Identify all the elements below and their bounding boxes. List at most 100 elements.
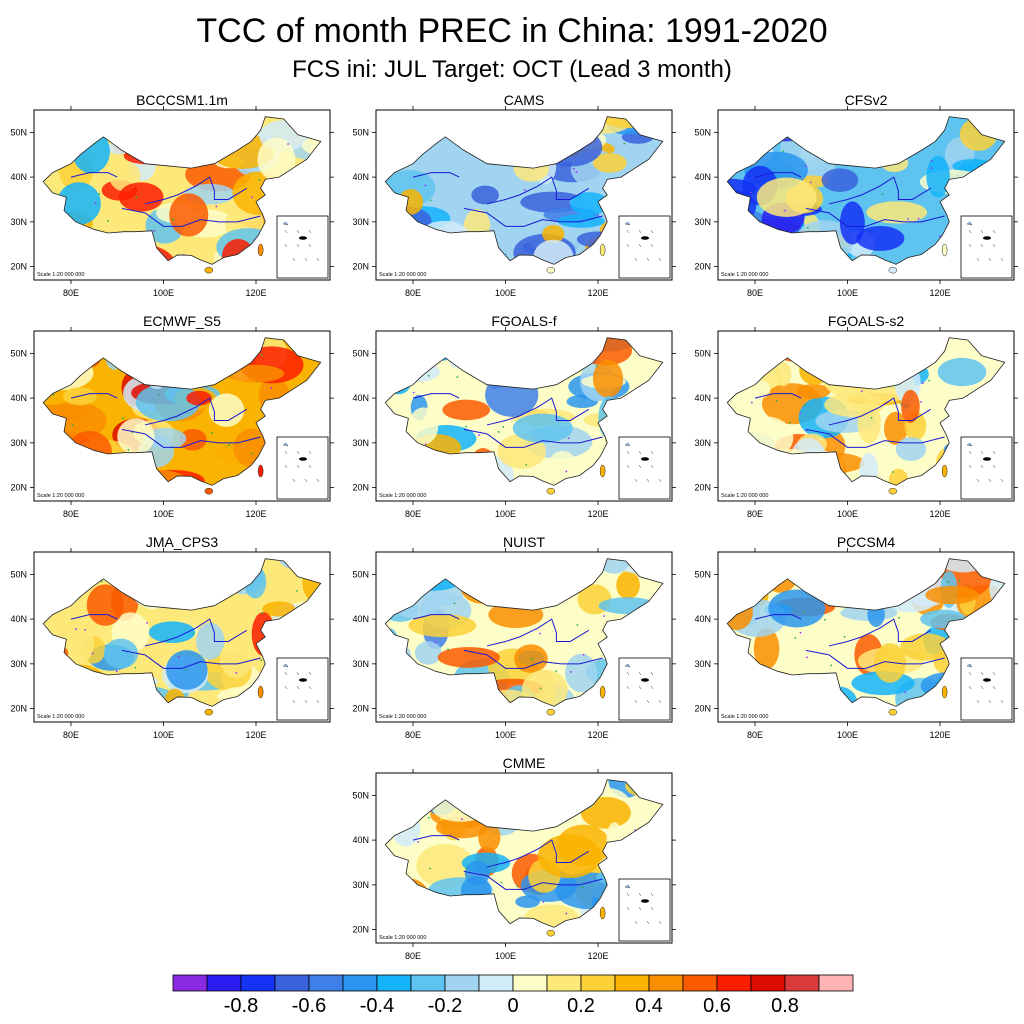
inset-coast	[282, 221, 289, 226]
china-outline	[384, 558, 664, 707]
hainan-island	[204, 266, 214, 274]
colorbar-label: -0.4	[360, 995, 394, 1017]
inset-dash	[308, 685, 312, 690]
significance-dot	[135, 196, 138, 199]
lat-tick-label: 20N	[352, 925, 369, 935]
significance-dot	[809, 181, 812, 184]
lon-tick-label: 80E	[405, 288, 421, 298]
colorbar-label: -0.6	[292, 995, 326, 1017]
river-line	[463, 870, 603, 890]
significance-dot	[153, 229, 156, 232]
lon-tick-label: 80E	[63, 288, 79, 298]
correlation-blob	[533, 239, 574, 265]
significance-dot	[52, 394, 55, 396]
colorbar-swatch	[376, 974, 412, 992]
figure-title: TCC of month PREC in China: 1991-2020	[196, 12, 828, 50]
correlation-blob	[515, 895, 540, 908]
inset-dash	[638, 906, 642, 911]
scale-label: Scale 1:20 000 000	[379, 935, 426, 941]
map-frame	[33, 109, 331, 281]
correlation-blob	[464, 860, 490, 886]
significance-dot	[539, 687, 542, 690]
correlation-blob	[569, 192, 609, 216]
correlation-blob	[796, 384, 831, 399]
map-svg: Scale 1:20 000 000 80E 100E 120E 50N 40N 30N 20…	[352, 106, 676, 298]
river-line	[412, 172, 460, 178]
significance-dot	[228, 444, 230, 447]
inset-dash	[968, 229, 972, 234]
inset-dash	[650, 685, 654, 690]
significance-dot	[525, 464, 528, 466]
significance-dot	[898, 616, 900, 619]
hainan-island	[546, 929, 556, 937]
inset-dash	[292, 478, 296, 483]
significance-dot	[581, 886, 584, 889]
significance-dot	[958, 579, 961, 582]
inset-dash	[650, 229, 654, 234]
scale-label: Scale 1:20 000 000	[721, 714, 768, 720]
significance-dot	[100, 580, 103, 583]
map-frame	[717, 330, 1015, 502]
lat-tick-label: 20N	[10, 704, 27, 714]
colorbar-swatch	[172, 974, 208, 992]
significance-dot	[567, 437, 570, 440]
inset-dash	[638, 243, 642, 248]
significance-dot	[71, 424, 74, 426]
lat-tick-label: 50N	[10, 348, 27, 358]
figure-subtitle: FCS ini: JUL Target: OCT (Lead 3 month)	[292, 56, 732, 83]
correlation-blob	[856, 225, 905, 251]
lat-tick-label: 30N	[352, 217, 369, 227]
lat-tick-label: 40N	[352, 393, 369, 403]
inset-dash	[634, 699, 638, 704]
river-line	[121, 649, 261, 669]
correlation-blob	[900, 633, 952, 661]
inset-coast	[966, 221, 973, 226]
colorbar-swatch	[784, 974, 820, 992]
lon-tick-label: 120E	[929, 509, 950, 519]
inset-island	[641, 899, 649, 903]
significance-dot	[917, 217, 920, 220]
inset-dash	[980, 450, 984, 455]
significance-dot	[595, 365, 598, 368]
inset-dash	[304, 699, 308, 704]
inset-island	[641, 678, 649, 682]
significance-dot	[830, 664, 833, 667]
inset-island	[641, 457, 649, 461]
significance-dot	[94, 202, 97, 204]
panel-title: CFSv2	[844, 92, 888, 108]
inset-dash	[626, 671, 630, 676]
significance-dot	[429, 867, 432, 870]
map-svg: Scale 1:20 000 000 80E 100E 120E 50N 40N 30N 20…	[10, 327, 334, 519]
significance-dot	[172, 218, 174, 221]
significance-dot	[185, 669, 187, 671]
lat-tick-label: 40N	[10, 172, 27, 182]
correlation-blob	[592, 359, 624, 398]
correlation-blob	[408, 407, 439, 445]
significance-dot	[804, 404, 806, 407]
significance-dot	[921, 382, 924, 385]
inset-dash	[308, 243, 312, 248]
lon-tick-label: 100E	[837, 730, 858, 740]
inset-coast	[624, 663, 631, 668]
colorbar-swatch	[308, 974, 344, 992]
inset-coast	[966, 442, 973, 447]
significance-dot	[434, 641, 437, 644]
map-panel-fgoals-s2: FGOALS-s2 Scale 1:20 000 000 80E 100E 120E 50…	[684, 313, 1019, 528]
south-china-sea-inset	[960, 215, 1013, 279]
inset-dash	[304, 257, 308, 262]
colorbar-swatch	[342, 974, 378, 992]
inset-dash	[658, 257, 662, 262]
scale-label: Scale 1:20 000 000	[721, 493, 768, 499]
lon-tick-label: 80E	[405, 951, 421, 961]
river-line	[412, 614, 460, 620]
lat-tick-label: 50N	[352, 790, 369, 800]
china-outline	[42, 558, 322, 707]
colorbar-swatch	[410, 974, 446, 992]
significance-dot	[502, 425, 505, 428]
inset-dash	[976, 478, 980, 483]
correlation-blob	[866, 201, 928, 224]
significance-dot	[907, 218, 909, 220]
colorbar-label: 0.8	[771, 995, 799, 1017]
scale-label: Scale 1:20 000 000	[379, 272, 426, 278]
correlation-blob	[768, 589, 826, 628]
